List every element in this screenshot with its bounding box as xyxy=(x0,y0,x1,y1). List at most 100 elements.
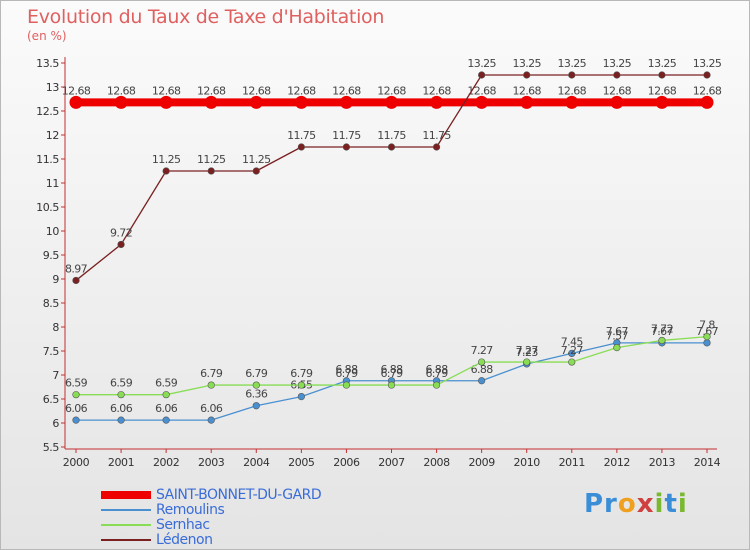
data-label: 13.25 xyxy=(558,57,587,70)
data-point xyxy=(703,71,711,79)
data-point xyxy=(249,95,263,109)
y-tick-label: 5.5 xyxy=(43,441,60,454)
x-tick-label: 2010 xyxy=(514,456,541,469)
data-label: 6.59 xyxy=(110,377,133,390)
y-tick-label: 8.5 xyxy=(43,297,60,310)
x-tick-label: 2006 xyxy=(333,456,360,469)
data-point xyxy=(207,167,215,175)
x-tick-label: 2001 xyxy=(108,456,134,469)
data-label: 6.06 xyxy=(65,402,88,415)
y-tick-label: 11 xyxy=(46,177,59,190)
x-tick-label: 2011 xyxy=(559,456,585,469)
data-point xyxy=(159,95,173,109)
legend-item-saint-bonnet: SAINT-BONNET-DU-GARD xyxy=(101,486,322,503)
data-point xyxy=(430,95,444,109)
data-point xyxy=(252,402,260,410)
y-tick-label: 10.5 xyxy=(36,201,59,214)
data-label: 12.68 xyxy=(197,84,226,97)
logo-part: i xyxy=(677,489,688,519)
data-label: 6.79 xyxy=(335,367,358,380)
proxiti-logo: Proxiti xyxy=(584,489,688,519)
data-label: 12.68 xyxy=(648,84,677,97)
data-point xyxy=(72,391,80,399)
x-tick-label: 2014 xyxy=(694,456,721,469)
y-tick-label: 7.5 xyxy=(43,345,60,358)
data-label: 12.68 xyxy=(377,84,406,97)
legend-swatch xyxy=(101,523,151,526)
y-tick-label: 10 xyxy=(46,225,60,238)
data-label: 7.67 xyxy=(606,325,629,338)
data-label: 6.88 xyxy=(380,363,403,376)
data-point xyxy=(432,143,441,151)
data-point xyxy=(297,381,305,389)
data-label: 12.68 xyxy=(693,84,722,97)
chart-title: Evolution du Taux de Taxe d'Habitation xyxy=(27,6,385,28)
data-point xyxy=(568,358,576,366)
data-point xyxy=(475,95,489,109)
data-point xyxy=(72,276,80,285)
data-label: 13.25 xyxy=(693,57,722,70)
data-point xyxy=(478,71,486,79)
legend-label: Sernhac xyxy=(156,516,210,533)
data-label: 11.25 xyxy=(152,153,181,166)
legend-label: Lédenon xyxy=(156,531,213,548)
data-point xyxy=(385,95,398,109)
data-label: 12.68 xyxy=(603,84,632,97)
data-label: 12.68 xyxy=(332,84,361,97)
data-label: 6.79 xyxy=(426,367,449,380)
data-label: 13.25 xyxy=(648,57,677,70)
data-point xyxy=(294,95,308,109)
y-tick-label: 13.5 xyxy=(36,57,59,70)
data-point xyxy=(339,95,353,109)
x-tick-label: 2012 xyxy=(604,456,630,469)
y-tick-label: 8 xyxy=(52,321,59,334)
data-point xyxy=(207,381,215,389)
data-point xyxy=(655,95,669,109)
data-point xyxy=(613,71,621,79)
data-point xyxy=(703,339,711,347)
data-label: 12.68 xyxy=(152,84,181,97)
data-point xyxy=(114,95,128,109)
data-label: 11.25 xyxy=(197,153,226,166)
data-label: 13.25 xyxy=(512,57,541,70)
data-label: 7.8 xyxy=(699,319,715,332)
data-label: 6.36 xyxy=(245,388,268,401)
data-label: 13.25 xyxy=(467,57,496,70)
x-tick-label: 2013 xyxy=(649,456,676,469)
y-tick-label: 9 xyxy=(52,273,59,286)
data-point xyxy=(252,381,260,389)
y-tick-label: 12.5 xyxy=(36,105,59,118)
data-point xyxy=(162,391,170,399)
data-point xyxy=(478,377,486,385)
data-point xyxy=(523,358,531,366)
legend-label: SAINT-BONNET-DU-GARD xyxy=(156,486,322,503)
x-tick-label: 2004 xyxy=(243,456,270,469)
data-point xyxy=(700,95,714,109)
legend-item-sernhac: Sernhac xyxy=(101,516,210,533)
data-label: 12.68 xyxy=(287,84,316,97)
logo-part: i xyxy=(654,489,665,519)
data-point xyxy=(613,344,621,352)
logo-part: x xyxy=(636,489,655,519)
data-point xyxy=(204,95,218,109)
y-tick-label: 12 xyxy=(46,129,59,142)
data-point xyxy=(342,381,351,389)
legend-item-ledenon: Lédenon xyxy=(101,531,213,548)
data-label: 7.45 xyxy=(561,335,584,348)
data-label: 6.59 xyxy=(65,377,88,390)
y-tick-label: 6.5 xyxy=(43,393,60,406)
legend-label: Remoulins xyxy=(156,501,225,518)
data-point xyxy=(610,95,624,109)
data-label: 8.97 xyxy=(65,262,88,275)
x-tick-label: 2009 xyxy=(468,456,495,469)
data-point xyxy=(252,167,260,175)
data-label: 6.88 xyxy=(426,363,449,376)
y-tick-label: 9.5 xyxy=(43,249,60,262)
data-point xyxy=(117,391,125,399)
data-point xyxy=(72,416,80,424)
legend-item-remoulins: Remoulins xyxy=(101,501,225,518)
data-point xyxy=(342,143,351,151)
logo-part: t xyxy=(664,489,678,519)
data-label: 6.06 xyxy=(200,402,223,415)
data-label: 7.67 xyxy=(651,325,674,338)
